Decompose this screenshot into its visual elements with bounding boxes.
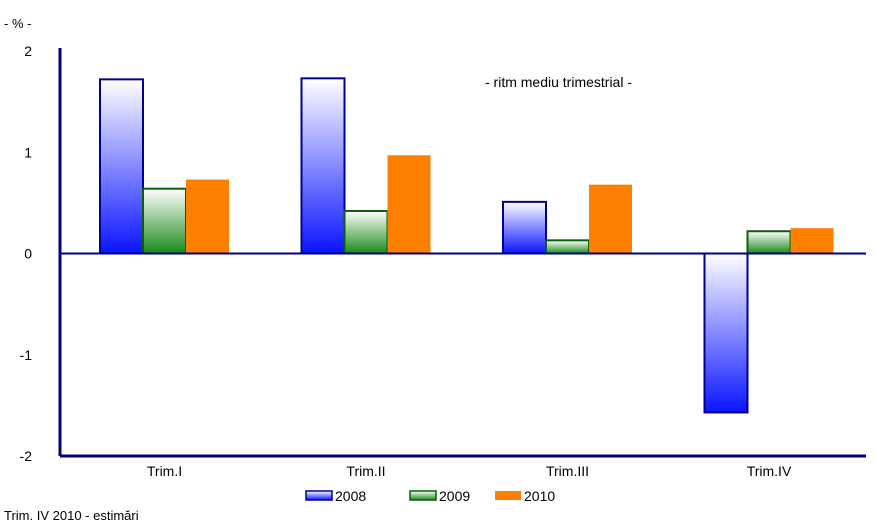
bar-2008-trim-ii <box>300 77 346 255</box>
legend-label-2009: 2009 <box>439 488 470 504</box>
bar-2008-trim-iii <box>502 200 547 255</box>
bar-2009-trim-iv <box>746 230 792 255</box>
bar-2008-trim-i <box>99 78 144 255</box>
x-tick-label: Trim.I <box>147 463 182 479</box>
legend-label-2010: 2010 <box>524 488 555 504</box>
bar-2009-trim-iii <box>545 239 590 255</box>
bar-2009-trim-i <box>142 187 187 255</box>
bars <box>99 77 834 414</box>
chart-annotation: - ritm mediu trimestrial - <box>485 74 632 90</box>
x-tick-label: Trim.III <box>546 463 589 479</box>
bar-2010-trim-iii <box>589 184 632 254</box>
bar-2010-trim-ii <box>387 155 431 254</box>
legend-label-2008: 2008 <box>335 488 366 504</box>
y-tick-label: -1 <box>20 347 33 363</box>
y-tick-label: 2 <box>24 43 32 59</box>
y-axis-ticks: 2 1 0 -1 -2 <box>20 43 33 464</box>
legend: 2008 2009 2010 <box>305 488 555 504</box>
y-tick-label: -2 <box>20 448 33 464</box>
legend-swatch-2010 <box>495 491 521 500</box>
bar-2008-trim-iv <box>703 252 749 414</box>
x-tick-label: Trim.II <box>346 463 385 479</box>
legend-swatch-2008 <box>305 490 333 501</box>
legend-swatch-2009 <box>409 490 437 501</box>
x-axis-labels: Trim.I Trim.II Trim.III Trim.IV <box>147 463 792 479</box>
y-unit-label: - % - <box>4 16 31 31</box>
y-tick-label: 0 <box>24 246 32 262</box>
footnote: Trim. IV 2010 - estimări <box>4 508 139 523</box>
bar-2010-trim-iv <box>790 228 834 254</box>
x-tick-label: Trim.IV <box>747 463 792 479</box>
bar-2010-trim-i <box>186 179 229 254</box>
y-tick-label: 1 <box>24 144 32 160</box>
bar-2009-trim-ii <box>343 209 389 255</box>
